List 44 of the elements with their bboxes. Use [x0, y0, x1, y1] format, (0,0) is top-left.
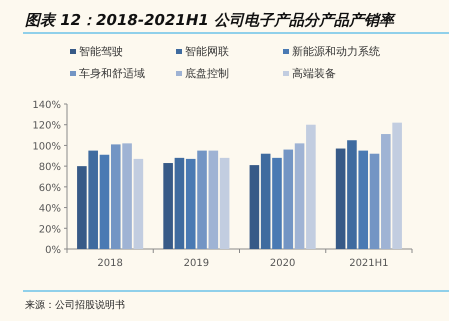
x-tick-label: 2019: [184, 258, 210, 269]
bar: [358, 150, 368, 249]
bar: [208, 150, 218, 249]
bar: [306, 124, 316, 249]
bar: [174, 158, 184, 249]
y-tick-label: 140%: [32, 100, 61, 111]
bar: [134, 158, 144, 249]
legend-label: 高端装备: [292, 67, 336, 80]
legend-label: 智能驾驶: [79, 45, 123, 58]
y-tick-label: 80%: [38, 162, 61, 174]
y-tick-label: 100%: [32, 141, 61, 152]
bar: [88, 150, 98, 249]
bar: [220, 158, 230, 249]
x-tick-label: 2021H1: [349, 258, 389, 269]
bar: [100, 154, 110, 249]
bar: [163, 163, 173, 249]
legend-label: 车身和舒适域: [79, 67, 145, 80]
bar: [197, 150, 207, 249]
y-tick-label: 60%: [38, 182, 61, 194]
bar: [392, 122, 402, 249]
bar: [77, 166, 87, 249]
x-tick-label: 2020: [270, 258, 296, 269]
bar: [110, 144, 121, 249]
bar: [260, 154, 270, 249]
y-tick-label: 120%: [32, 120, 61, 132]
bar: [294, 143, 304, 249]
bar: [250, 165, 260, 249]
bar: [272, 158, 282, 249]
legend-label: 智能网联: [185, 45, 229, 58]
bar: [336, 148, 346, 249]
bar: [381, 134, 391, 249]
x-tick-label: 2018: [97, 258, 123, 269]
y-tick-label: 40%: [38, 204, 61, 215]
source-note: 来源：公司招股说明书: [25, 299, 125, 311]
bar: [283, 150, 294, 249]
legend-label: 底盘控制: [185, 67, 229, 80]
y-tick-label: 0%: [45, 245, 61, 256]
legend-label: 新能源和动力系统: [292, 45, 380, 58]
bar: [186, 158, 196, 249]
chart-title: 图表 12：2018-2021H1 公司电子产品分产品产销率: [25, 11, 396, 29]
bar: [122, 143, 132, 249]
bar: [370, 154, 380, 249]
bar: [347, 140, 357, 249]
y-tick-label: 20%: [38, 224, 61, 236]
